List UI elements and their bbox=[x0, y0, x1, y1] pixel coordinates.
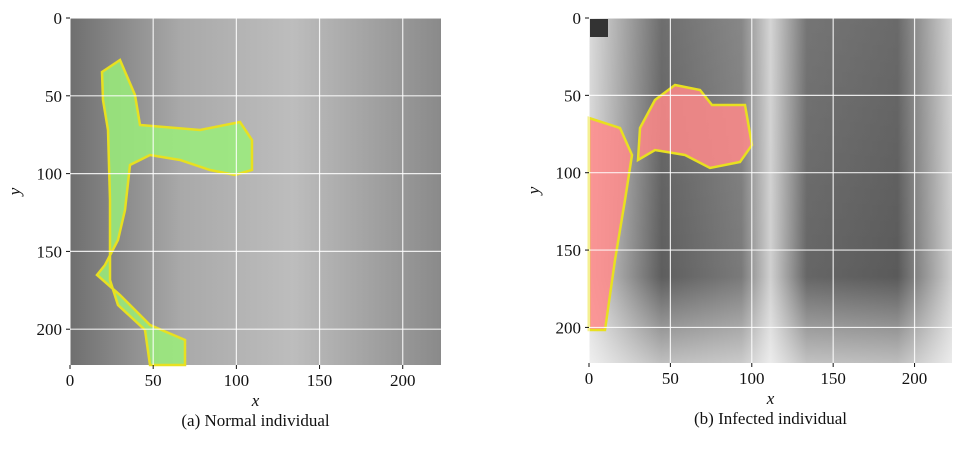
y-tick-label: 100 bbox=[37, 165, 63, 184]
panel-a: 0 50 100 150 200 0 50 100 150 200 x y (a) Normal ind… bbox=[5, 9, 441, 430]
x-tick-label: 0 bbox=[66, 371, 75, 390]
x-tick-label: 50 bbox=[662, 369, 679, 388]
x-tick-label: 0 bbox=[585, 369, 594, 388]
x-tick-label: 200 bbox=[390, 371, 416, 390]
panel-b: 0 50 100 150 200 0 50 100 150 200 x y (b) Infected i… bbox=[524, 9, 952, 428]
caption: (a) Normal individual bbox=[181, 411, 330, 430]
segmentation-overlay bbox=[587, 116, 634, 332]
y-tick-label: 200 bbox=[37, 320, 63, 339]
x-axis-label: x bbox=[766, 389, 775, 408]
y-tick-label: 100 bbox=[556, 164, 582, 183]
y-axis-label: y bbox=[5, 187, 24, 197]
y-tick-label: 50 bbox=[564, 86, 581, 105]
xray-shading bbox=[589, 18, 952, 363]
caption: (b) Infected individual bbox=[694, 409, 847, 428]
image-marker bbox=[590, 19, 608, 37]
y-axis-label: y bbox=[524, 186, 543, 196]
y-tick-label: 150 bbox=[556, 241, 582, 260]
x-axis-label: x bbox=[251, 391, 260, 410]
x-tick-label: 150 bbox=[820, 369, 846, 388]
y-tick-label: 0 bbox=[573, 9, 582, 28]
segmentation-overlay bbox=[95, 58, 254, 367]
y-tick-label: 150 bbox=[37, 242, 63, 261]
y-tick-label: 0 bbox=[54, 9, 63, 28]
x-tick-label: 100 bbox=[224, 371, 250, 390]
x-tick-label: 150 bbox=[307, 371, 333, 390]
x-tick-label: 200 bbox=[902, 369, 928, 388]
y-tick-label: 50 bbox=[45, 87, 62, 106]
x-tick-label: 100 bbox=[739, 369, 765, 388]
x-tick-label: 50 bbox=[145, 371, 162, 390]
y-tick-label: 200 bbox=[556, 318, 582, 337]
